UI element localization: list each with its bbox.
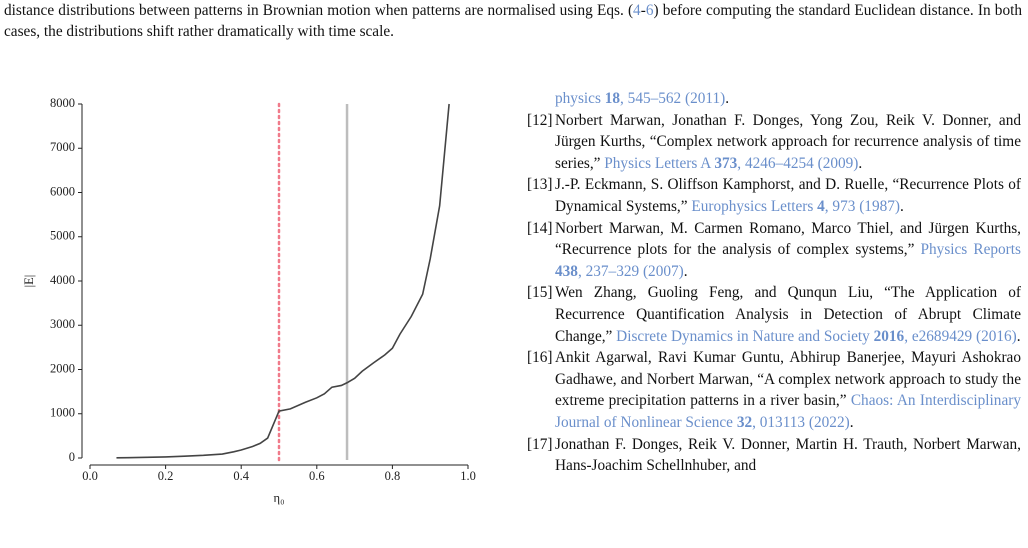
reference: [13] J.-P. Eckmann, S. Oliffson Kamphorst… bbox=[527, 174, 1021, 217]
y-axis-label: |E| bbox=[22, 275, 36, 288]
y-tick-label: 5000 bbox=[50, 229, 75, 243]
link-text[interactable]: 4 bbox=[817, 197, 825, 215]
link-text[interactable]: Chaos: An Interdisciplinary Journal of N… bbox=[555, 392, 1021, 431]
body-paragraph: distance distributions between patterns … bbox=[4, 0, 1022, 42]
link-text[interactable]: , e2689429 (2016) bbox=[904, 327, 1017, 345]
text-run: . bbox=[725, 90, 730, 107]
link-text[interactable]: 438 bbox=[555, 262, 578, 280]
text-run: . bbox=[1016, 327, 1021, 345]
x-tick-label: 0.0 bbox=[82, 469, 98, 483]
link-text[interactable]: 6 bbox=[645, 2, 654, 19]
link-text[interactable]: , 973 (1987) bbox=[824, 197, 900, 215]
x-axis-label: η₀ bbox=[274, 491, 285, 505]
text-run: . bbox=[683, 262, 688, 280]
y-tick-label: 2000 bbox=[50, 361, 75, 375]
text-run: - bbox=[640, 2, 646, 19]
link-text[interactable]: 373 bbox=[714, 154, 738, 172]
link-text[interactable]: physics bbox=[555, 90, 605, 107]
link-text[interactable]: , 4246–4254 (2009) bbox=[737, 154, 859, 172]
link-text[interactable]: , 545–562 (2011) bbox=[620, 90, 726, 107]
link-text[interactable]: Physics Letters A bbox=[604, 154, 715, 172]
reference-continuation: physics 18, 545–562 (2011). bbox=[527, 88, 1021, 110]
link-text[interactable]: 4 bbox=[633, 2, 641, 19]
reference-number: [16] bbox=[527, 349, 553, 367]
y-tick-label: 3000 bbox=[50, 317, 75, 331]
reference: [16] Ankit Agarwal, Ravi Kumar Guntu, Abh… bbox=[527, 347, 1021, 433]
link-text[interactable]: , 237–329 (2007) bbox=[577, 262, 684, 280]
text-run: Norbert Marwan, M. Carmen Romano, Marco … bbox=[555, 219, 1021, 259]
text-run: Ankit Agarwal, Ravi Kumar Guntu, Abhirup… bbox=[555, 349, 1021, 410]
x-tick-label: 0.4 bbox=[233, 469, 249, 483]
y-tick-label: 0 bbox=[69, 450, 75, 464]
text-run: . bbox=[849, 413, 854, 431]
text-run: distance distributions between patterns … bbox=[4, 2, 634, 19]
text-run: Jonathan F. Donges, Reik V. Donner, Mart… bbox=[555, 435, 1021, 475]
link-text[interactable]: 32 bbox=[736, 413, 753, 431]
chart: |E| η₀ 0 1000 2000 3000 4000 5000 6000 7000 8000… bbox=[22, 96, 476, 505]
reference-number: [13] bbox=[527, 176, 553, 194]
text-run: . bbox=[858, 154, 863, 172]
references: physics 18, 545–562 (2011). [12] Norbert M… bbox=[527, 88, 1021, 477]
x-tick-label: 0.6 bbox=[309, 469, 325, 483]
text-run: Wen Zhang, Guoling Feng, and Qunqun Liu,… bbox=[555, 284, 1021, 345]
data-line bbox=[116, 103, 450, 459]
x-tick-label: 0.8 bbox=[385, 469, 401, 483]
link-text[interactable]: Europhysics Letters bbox=[691, 197, 818, 215]
y-tick-label: 1000 bbox=[50, 406, 75, 420]
link-text[interactable]: , 013113 (2022) bbox=[752, 413, 850, 431]
link-text[interactable]: 18 bbox=[604, 90, 621, 107]
reference-number: [14] bbox=[527, 219, 553, 237]
reference: [14] Norbert Marwan, M. Carmen Romano, Ma… bbox=[527, 218, 1021, 283]
text-run: Norbert Marwan, Jonathan F. Donges, Yong… bbox=[555, 111, 1021, 172]
y-tick-label: 6000 bbox=[50, 184, 75, 198]
reference: [15] Wen Zhang, Guoling Feng, and Qunqun … bbox=[527, 282, 1021, 347]
x-tick-label: 1.0 bbox=[460, 469, 476, 483]
reference-number: [15] bbox=[527, 284, 553, 302]
link-text[interactable]: Discrete Dynamics in Nature and Society bbox=[616, 327, 874, 345]
text-run: . bbox=[899, 197, 904, 215]
x-tick-label: 0.2 bbox=[158, 469, 174, 483]
reference: [12] Norbert Marwan, Jonathan F. Donges, … bbox=[527, 110, 1021, 175]
reference: [17] Jonathan F. Donges, Reik V. Donner, … bbox=[527, 434, 1021, 477]
text-run: J.-P. Eckmann, S. Oliffson Kamphorst, an… bbox=[555, 176, 1021, 215]
link-text[interactable]: 2016 bbox=[873, 327, 905, 345]
text-run: ) before computing the standard Euclidea… bbox=[4, 2, 1022, 40]
y-tick-label: 7000 bbox=[50, 140, 75, 154]
y-tick-label: 4000 bbox=[50, 273, 75, 287]
reference-number: [17] bbox=[527, 435, 553, 453]
y-tick-label: 8000 bbox=[50, 96, 75, 110]
reference-number: [12] bbox=[527, 111, 553, 129]
link-text[interactable]: Physics Reports bbox=[920, 241, 1021, 259]
